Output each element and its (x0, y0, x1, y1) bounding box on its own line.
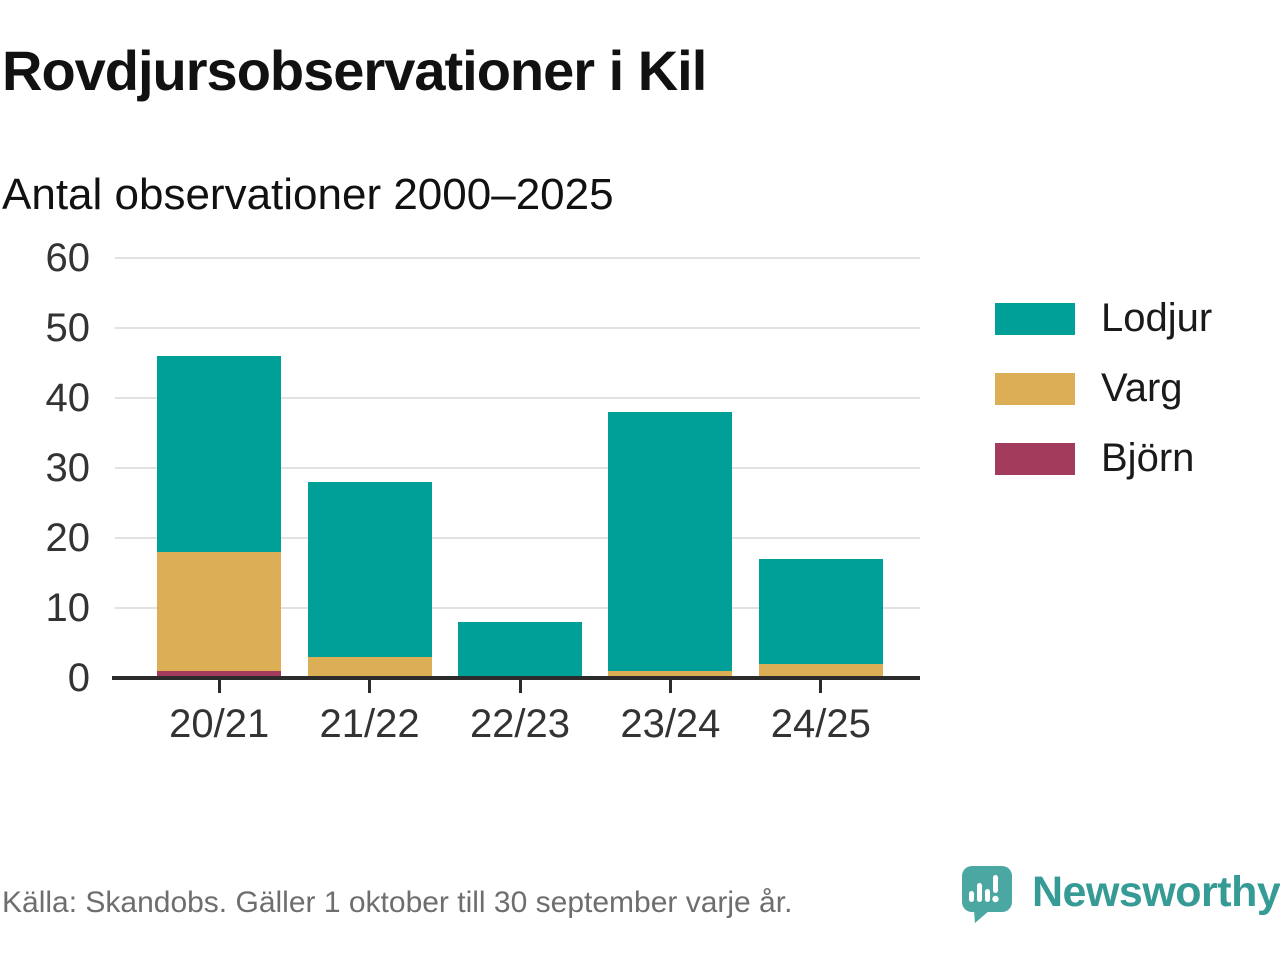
legend-swatch-lodjur (995, 302, 1075, 335)
y-axis-tick-label: 0 (67, 656, 90, 700)
gridline-y-50 (115, 327, 920, 329)
legend-item-björn: Björn (995, 436, 1212, 481)
bar-segment-20-21-lodjur (157, 356, 282, 552)
y-axis-tick-label: 60 (45, 236, 91, 280)
x-axis-tick (668, 680, 672, 693)
y-axis-tick-label: 20 (45, 516, 91, 560)
x-axis-line (112, 676, 920, 680)
legend-swatch-varg (995, 372, 1075, 405)
bar-segment-24-25-varg (758, 664, 883, 678)
gridline-y-40 (115, 397, 920, 399)
bar-segment-23-24-lodjur (608, 412, 733, 671)
bar-segment-20-21-björn (157, 671, 282, 678)
legend: Lodjur Varg Björn (995, 296, 1212, 506)
gridline-y-60 (115, 257, 920, 259)
gridline-y-10 (115, 607, 920, 609)
legend-item-lodjur: Lodjur (995, 296, 1212, 341)
legend-swatch-björn (995, 442, 1075, 475)
bar-segment-21-22-varg (307, 657, 432, 678)
y-axis-tick-label: 40 (45, 376, 91, 420)
x-axis-category-label: 20/21 (169, 702, 270, 746)
gridline-y-20 (115, 537, 920, 539)
bar-segment-21-22-lodjur (307, 482, 432, 657)
y-axis-tick-label: 30 (45, 446, 91, 490)
x-axis-tick (518, 680, 522, 693)
x-axis-category-label: 24/25 (770, 702, 871, 746)
legend-label-varg: Varg (1101, 366, 1183, 410)
gridline-y-30 (115, 467, 920, 469)
x-axis-tick (819, 680, 823, 693)
bar-segment-22-23-lodjur (458, 622, 582, 678)
legend-item-varg: Varg (995, 366, 1212, 411)
newsworthy-logo-text: Newsworthy (1032, 868, 1280, 916)
legend-label-lodjur: Lodjur (1101, 296, 1213, 340)
bar-segment-23-24-varg (608, 671, 733, 678)
bar-segment-20-21-varg (157, 552, 282, 671)
x-axis-tick (368, 680, 372, 693)
newsworthy-logo: Newsworthy (962, 866, 1280, 924)
newsworthy-speech-bubble-bar-chart-icon (962, 866, 1012, 923)
x-axis-category-label: 21/22 (319, 702, 420, 746)
y-axis-tick-label: 50 (45, 306, 91, 350)
chart-title: Rovdjursobservationer i Kil (2, 39, 707, 102)
x-axis-category-label: 23/24 (620, 702, 721, 746)
source-note: Källa: Skandobs. Gäller 1 oktober till 3… (2, 886, 793, 919)
x-axis-tick (217, 680, 221, 693)
x-axis-category-label: 22/23 (469, 702, 571, 746)
legend-label-björn: Björn (1101, 436, 1195, 480)
chart-subtitle: Antal observationer 2000–2025 (2, 170, 614, 219)
y-axis-tick-label: 10 (45, 586, 91, 630)
bar-segment-24-25-lodjur (758, 559, 883, 664)
